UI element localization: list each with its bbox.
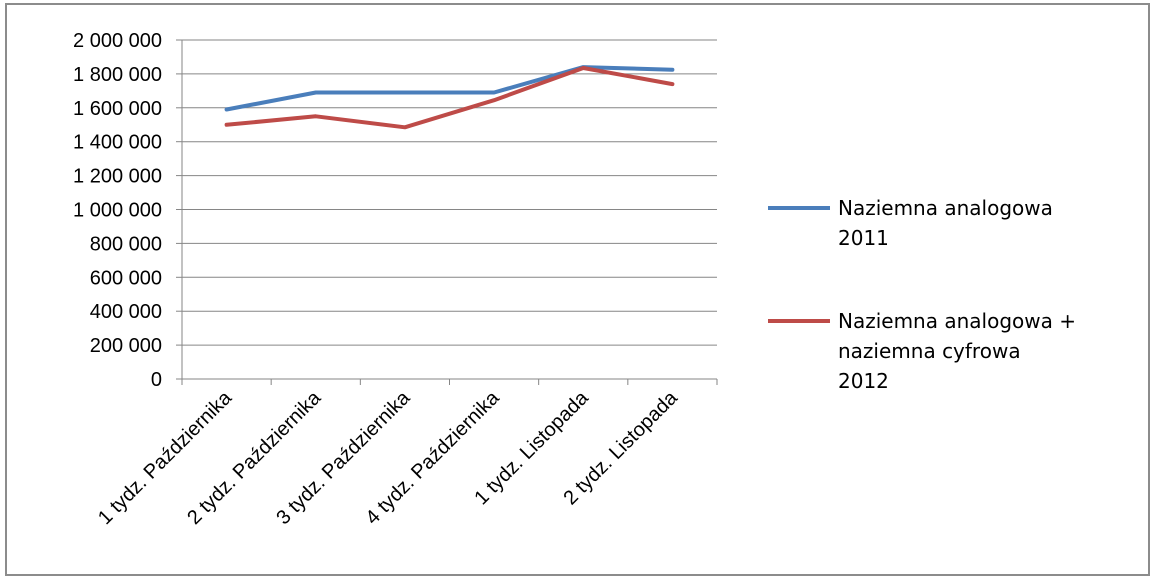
- y-tick-label: 200 000: [90, 335, 162, 357]
- chart-frame: [5, 3, 1150, 576]
- y-tick-label: 1 400 000: [73, 132, 162, 154]
- legend-label-line: 2011: [838, 226, 889, 250]
- y-tick-label: 400 000: [90, 301, 162, 323]
- y-tick-label: 2 000 000: [73, 30, 162, 52]
- legend-label-line: Naziemna analogowa: [838, 196, 1053, 220]
- y-tick-label: 0: [151, 369, 162, 391]
- series-line-1: [224, 65, 675, 112]
- y-axis-tick-labels: 0 200 000 400 000 600 000 800 000 1 000 000 1 …: [73, 30, 162, 391]
- y-tick-label: 800 000: [90, 233, 162, 255]
- y-tick-label: 1 000 000: [73, 200, 162, 222]
- series-line-2: [224, 66, 675, 130]
- legend-label-line: 2012: [838, 369, 889, 393]
- y-tick-label: 1 600 000: [73, 98, 162, 120]
- axes: [176, 39, 718, 385]
- legend-label-line: Naziemna analogowa +: [838, 309, 1076, 333]
- y-tick-label: 1 200 000: [73, 166, 162, 188]
- legend-label-line: naziemna cyfrowa: [838, 339, 1021, 363]
- series-lines: [224, 65, 675, 130]
- y-tick-label: 1 800 000: [73, 64, 162, 86]
- legend: Naziemna analogowa 2011 Naziemna analogowa…: [768, 196, 1076, 393]
- y-tick-label: 600 000: [90, 267, 162, 289]
- gridlines: [182, 39, 717, 346]
